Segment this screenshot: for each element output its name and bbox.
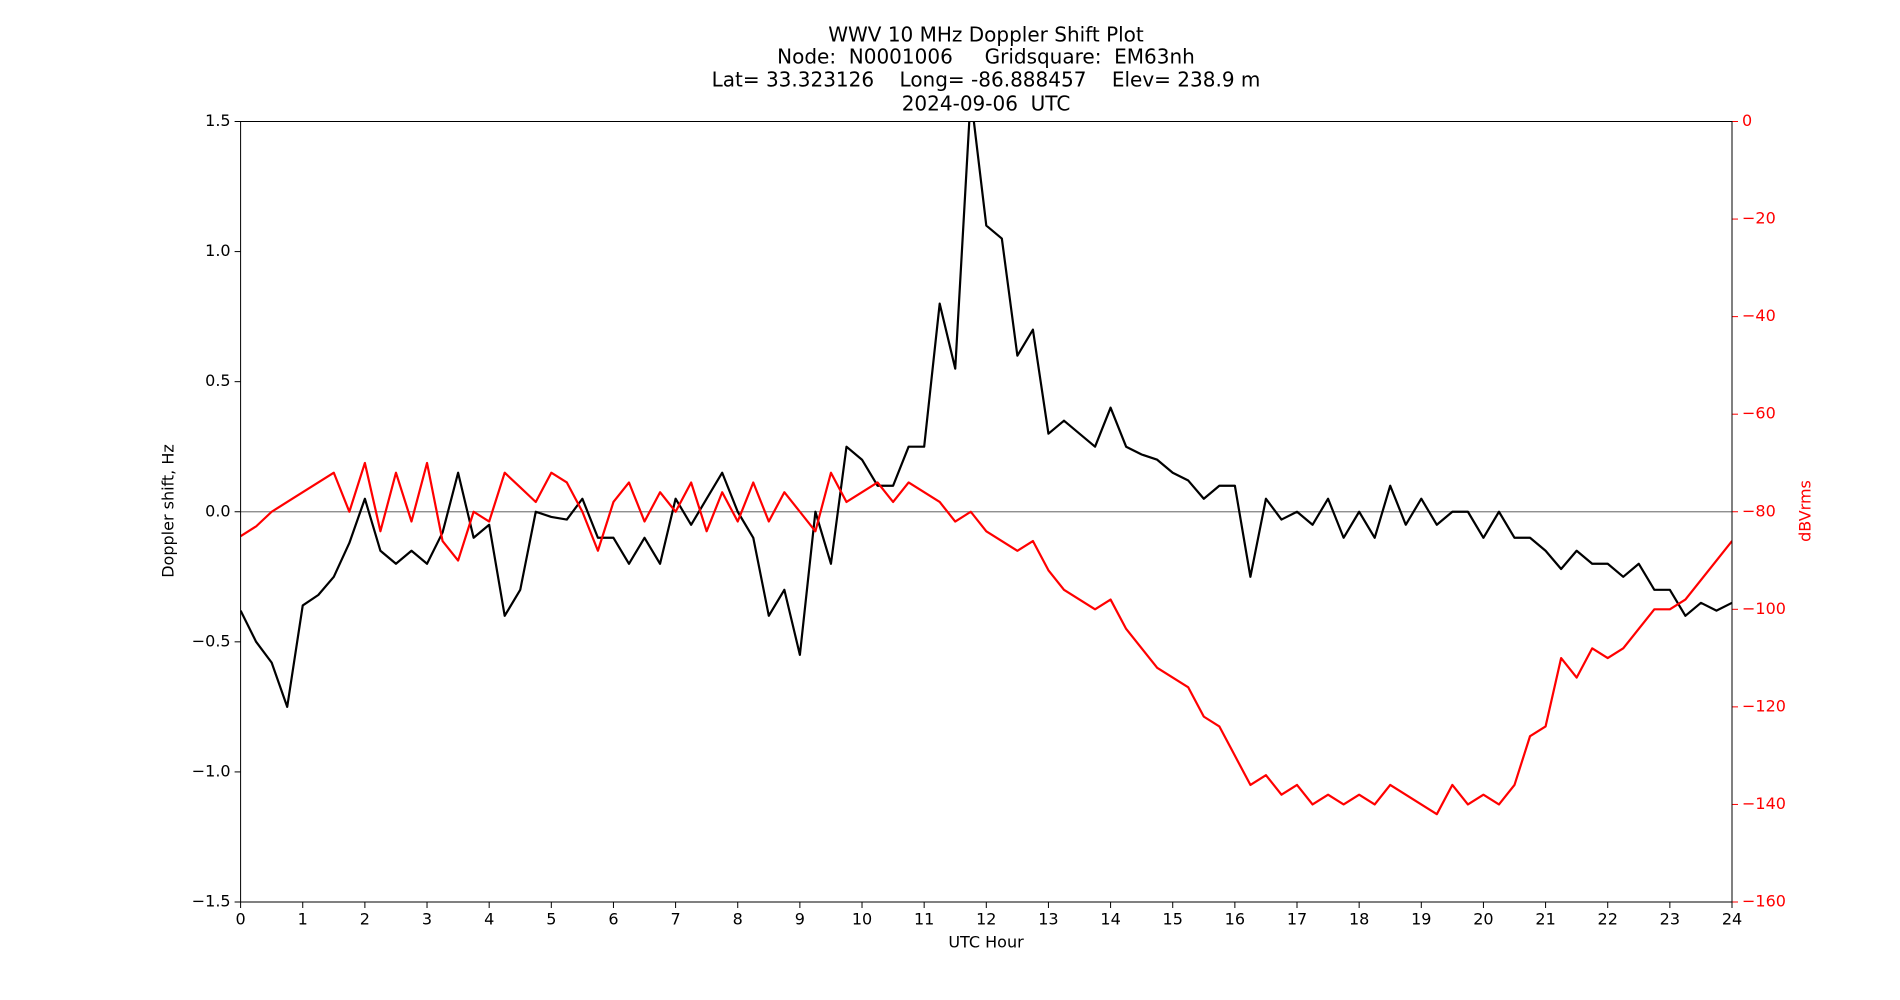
x-tick-label: 21 [1535, 910, 1555, 929]
x-tick-label: 13 [1038, 910, 1058, 929]
x-axis-label: UTC Hour [948, 933, 1024, 952]
x-tick-label: 9 [795, 910, 805, 929]
y2-tick-label: 0 [1742, 111, 1752, 130]
y-tick-label: 1.0 [205, 241, 230, 260]
y-tick-label: −1.5 [192, 892, 231, 911]
x-tick-label: 10 [852, 910, 872, 929]
x-tick-label: 5 [546, 910, 556, 929]
chart-subtitle: Lat= 33.323126 Long= -86.888457 Elev= 23… [712, 68, 1261, 92]
x-tick-label: 20 [1473, 910, 1493, 929]
x-tick-label: 22 [1598, 910, 1618, 929]
y2-axis-label: dBVrms [1796, 480, 1815, 542]
y2-tick-label: −100 [1742, 599, 1786, 618]
x-tick-label: 18 [1349, 910, 1369, 929]
x-tick-label: 3 [422, 910, 432, 929]
y2-tick-label: −60 [1742, 404, 1776, 423]
chart-subtitle: 2024-09-06 UTC [902, 92, 1071, 116]
series-line [240, 121, 1732, 708]
x-tick-label: 4 [484, 910, 494, 929]
y-axis-label: Doppler shift, Hz [159, 444, 178, 578]
x-tick-label: 24 [1722, 910, 1742, 929]
x-tick-label: 16 [1225, 910, 1245, 929]
x-tick-label: 15 [1163, 910, 1183, 929]
x-tick-label: 0 [236, 910, 246, 929]
y-tick-label: −1.0 [192, 761, 231, 780]
y2-tick-label: −20 [1742, 209, 1776, 228]
x-tick-label: 17 [1287, 910, 1307, 929]
x-tick-label: 6 [608, 910, 618, 929]
y2-tick-label: −40 [1742, 306, 1776, 325]
y2-tick-label: −140 [1742, 794, 1786, 813]
x-tick-label: 11 [914, 910, 934, 929]
y-tick-label: 0.0 [205, 501, 230, 520]
x-tick-label: 8 [733, 910, 743, 929]
x-tick-label: 1 [298, 910, 308, 929]
y-tick-label: −0.5 [192, 631, 231, 650]
y2-tick-label: −120 [1742, 696, 1786, 715]
x-tick-label: 14 [1100, 910, 1120, 929]
chart-subtitle: Node: N0001006 Gridsquare: EM63nh [777, 45, 1195, 69]
y2-tick-label: −80 [1742, 501, 1776, 520]
x-tick-label: 2 [360, 910, 370, 929]
y-tick-label: 1.5 [205, 111, 230, 130]
chart-title: WWV 10 MHz Doppler Shift Plot [828, 23, 1144, 47]
y2-tick-label: −160 [1742, 892, 1786, 911]
plot-frame [240, 121, 1733, 903]
x-tick-label: 12 [976, 910, 996, 929]
x-tick-label: 7 [670, 910, 680, 929]
x-tick-label: 19 [1411, 910, 1431, 929]
series-line [240, 461, 1732, 816]
x-tick-label: 23 [1660, 910, 1680, 929]
y-tick-label: 0.5 [205, 371, 230, 390]
